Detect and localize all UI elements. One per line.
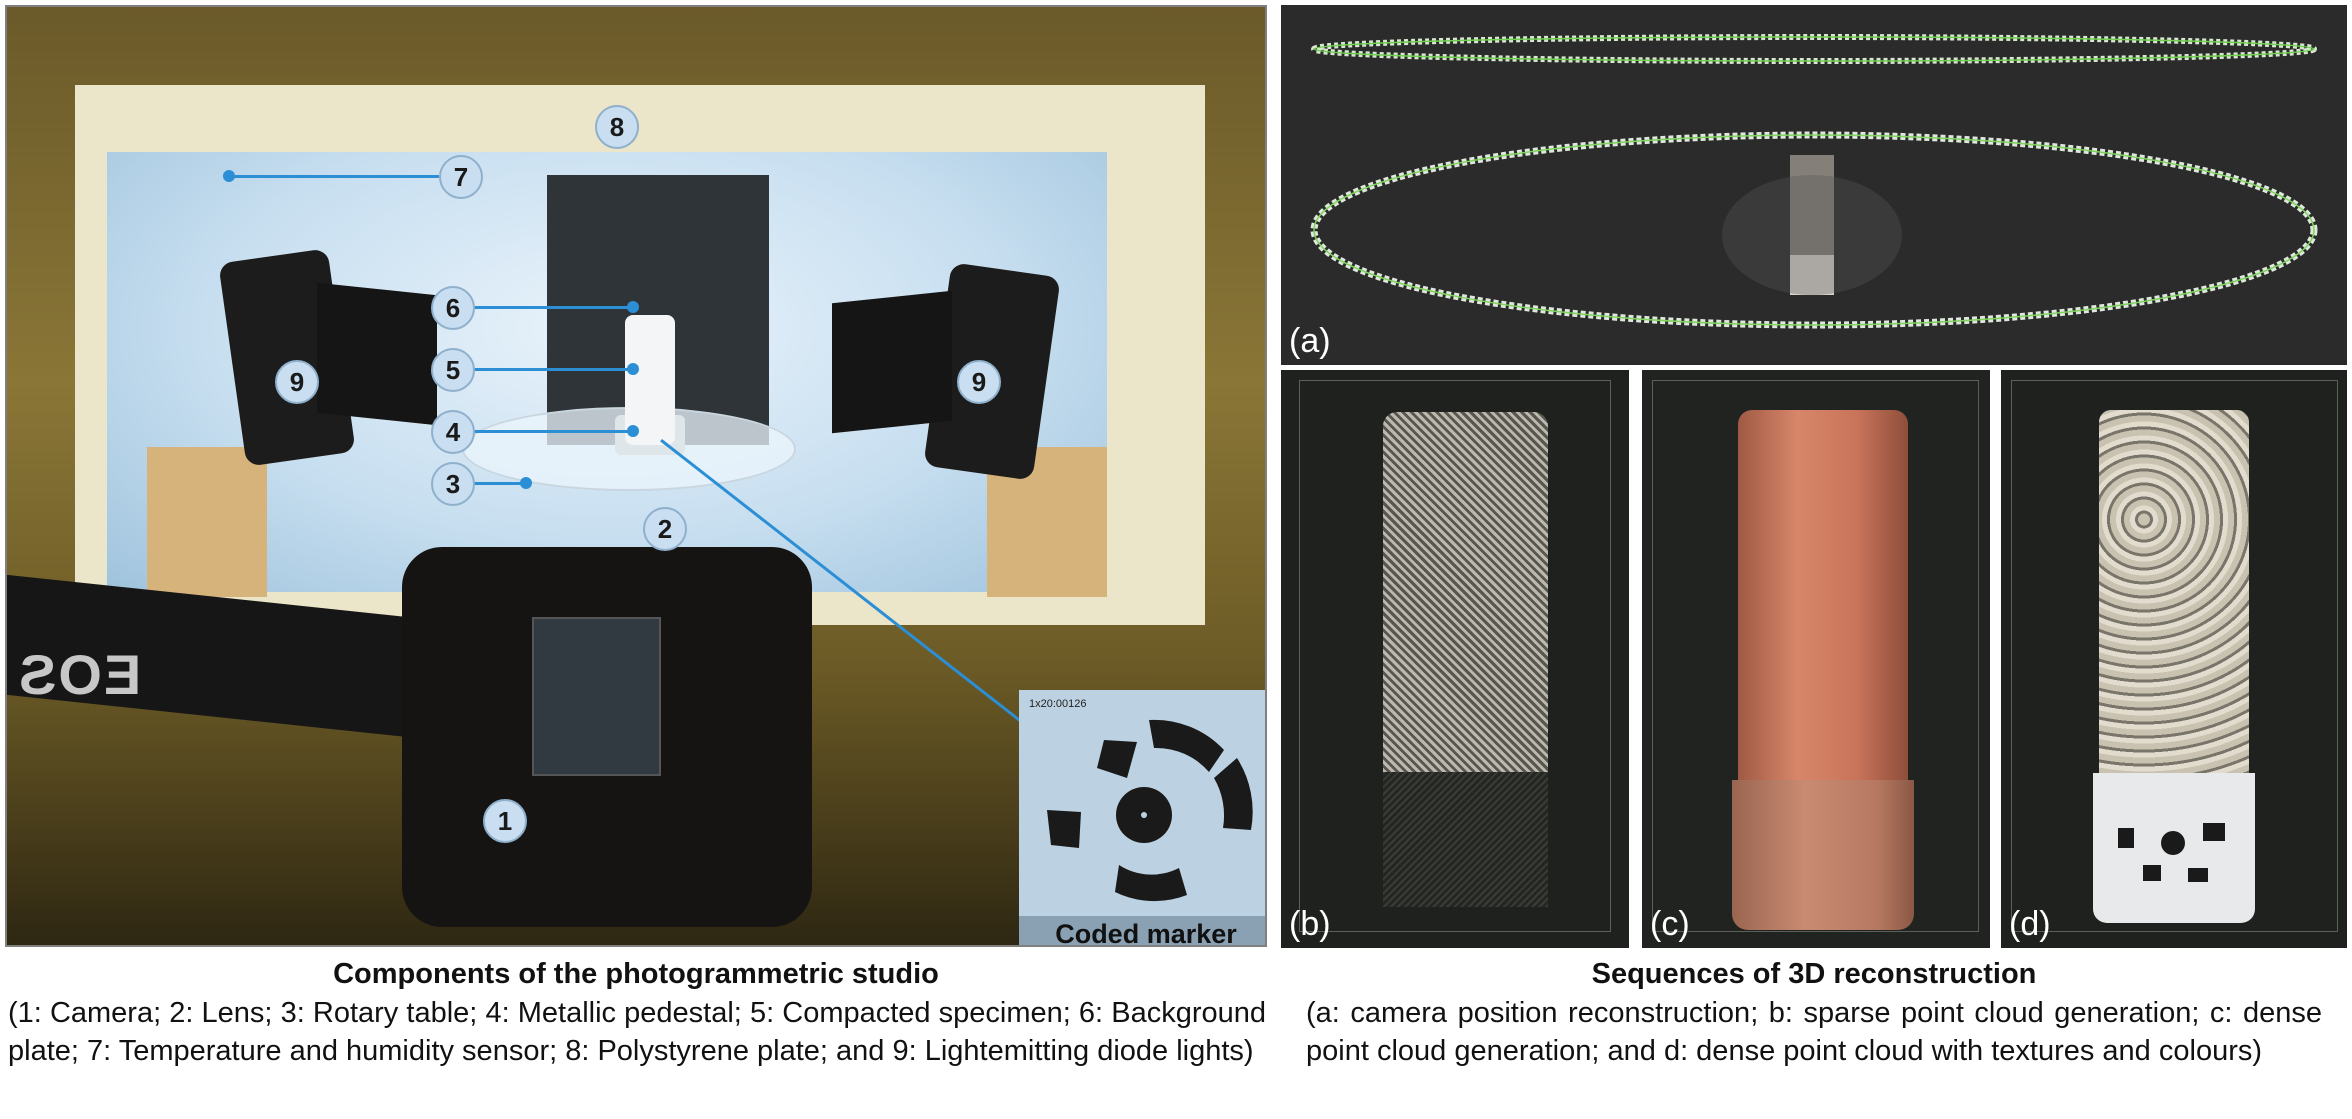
badge-5: 5 xyxy=(431,348,475,392)
right-caption-title: Sequences of 3D reconstruction xyxy=(1591,958,2037,990)
led-light-right-door xyxy=(832,290,952,434)
pedestal-markers xyxy=(2118,823,2225,882)
badge-1: 1 xyxy=(483,799,527,843)
bounding-box-c xyxy=(1652,380,1979,932)
right-caption-body: (a: camera position reconstruction; b: s… xyxy=(1306,997,2322,1067)
left-caption-body: (1: Camera; 2: Lens; 3: Rotary table; 4:… xyxy=(8,997,1266,1067)
panel-d-label: (d) xyxy=(2009,905,2051,943)
bounding-box-d xyxy=(2011,380,2338,932)
camera-orbit-graphic xyxy=(1310,34,2318,329)
dense-specimen xyxy=(1738,410,1908,782)
coded-marker-caption: Coded marker xyxy=(1019,916,1265,945)
camera-brand-text: EOS xyxy=(17,643,142,706)
badge-4: 4 xyxy=(431,410,475,454)
coded-marker-inset: 1x20:00126 Coded marker xyxy=(1019,690,1265,945)
panel-c-dense-cloud: (c) xyxy=(1642,370,1990,948)
sparse-pedestal xyxy=(1383,772,1548,907)
bounding-box-b xyxy=(1299,380,1611,932)
left-caption-title: Components of the photogrammetric studio xyxy=(333,958,939,990)
leader-5-dot xyxy=(627,363,639,375)
leader-3 xyxy=(472,482,524,485)
studio-photo: EOS 1 2 3 4 5 6 7 8 9 9 1x20:00126 Coded… xyxy=(5,5,1267,947)
badge-6: 6 xyxy=(431,286,475,330)
leader-5 xyxy=(472,368,632,371)
panel-a-camera-positions: (a) xyxy=(1281,5,2347,365)
textured-specimen xyxy=(2099,410,2249,775)
badge-7: 7 xyxy=(439,155,483,199)
panel-a-label: (a) xyxy=(1289,322,1331,360)
leader-6-dot xyxy=(627,301,639,313)
sparse-specimen xyxy=(1383,412,1548,772)
leader-7 xyxy=(229,175,439,178)
coded-marker-graphic xyxy=(1047,719,1253,902)
badge-2: 2 xyxy=(643,507,687,551)
wood-block-left xyxy=(147,447,267,597)
panel-b-label: (b) xyxy=(1289,905,1331,943)
compacted-specimen xyxy=(625,315,675,445)
badge-8: 8 xyxy=(595,105,639,149)
badge-9-right: 9 xyxy=(957,360,1001,404)
badge-3: 3 xyxy=(431,462,475,506)
panel-c-label: (c) xyxy=(1650,905,1690,943)
leader-4-dot xyxy=(627,425,639,437)
leader-7-dot xyxy=(223,170,235,182)
leader-4 xyxy=(472,430,632,433)
leader-6 xyxy=(472,306,632,309)
marker-code-text: 1x20:00126 xyxy=(1029,698,1087,710)
badge-9-left: 9 xyxy=(275,360,319,404)
leader-3-dot xyxy=(520,477,532,489)
led-light-left-door xyxy=(317,282,437,426)
panel-d-textured-cloud: (d) xyxy=(2001,370,2347,948)
camera-screen xyxy=(532,617,661,776)
dense-pedestal xyxy=(1732,780,1914,930)
textured-pedestal xyxy=(2093,773,2255,923)
panel-b-sparse-cloud: (b) xyxy=(1281,370,1629,948)
